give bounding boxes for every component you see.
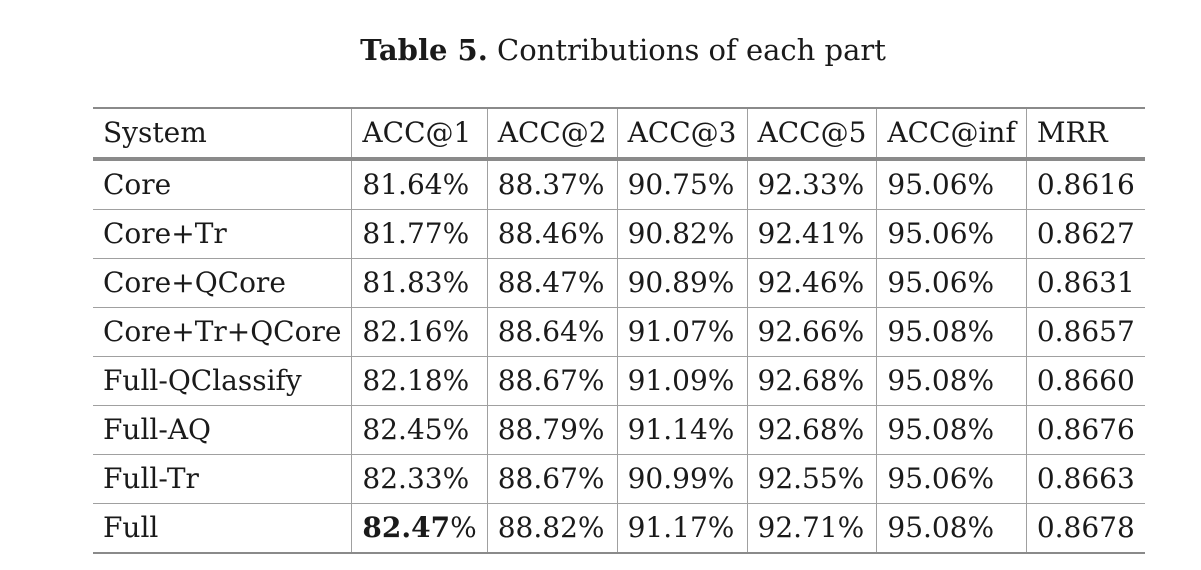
- cell-acc5: 92.68%: [746, 356, 877, 406]
- table-caption: Table 5. Contributions of each part: [0, 30, 1201, 70]
- column-header-acc1: ACC@1: [351, 108, 488, 161]
- results-table: System ACC@1 ACC@2 ACC@3 ACC@5 ACC@inf M…: [93, 107, 1145, 554]
- cell-system: Full-Tr: [93, 454, 352, 504]
- column-header-acc5: ACC@5: [746, 108, 877, 161]
- cell-acc2: 88.67%: [486, 356, 618, 406]
- cell-accinf: 95.06%: [876, 159, 1027, 210]
- cell-accinf: 95.08%: [876, 356, 1027, 406]
- cell-system: Full-QClassify: [93, 356, 352, 406]
- table-header-row: System ACC@1 ACC@2 ACC@3 ACC@5 ACC@inf M…: [93, 108, 1145, 161]
- cell-accinf: 95.06%: [876, 258, 1027, 308]
- cell-system: Core+QCore: [93, 258, 352, 308]
- table-row: Core+Tr 81.77% 88.46% 90.82% 92.41% 95.0…: [93, 209, 1145, 259]
- percent-sign: %: [450, 511, 477, 544]
- cell-system: Full-AQ: [93, 405, 352, 455]
- cell-acc5: 92.33%: [746, 159, 877, 210]
- cell-acc1: 81.83%: [351, 258, 488, 308]
- cell-acc1: 82.45%: [351, 405, 488, 455]
- cell-acc2: 88.79%: [486, 405, 618, 455]
- cell-system: Core+Tr: [93, 209, 352, 259]
- cell-accinf: 95.08%: [876, 503, 1027, 554]
- cell-acc3: 90.75%: [616, 159, 747, 210]
- cell-acc3: 91.09%: [616, 356, 747, 406]
- column-header-accinf: ACC@inf: [876, 108, 1027, 161]
- cell-acc1: 82.18%: [351, 356, 488, 406]
- cell-mrr: 0.8678: [1025, 503, 1145, 554]
- cell-mrr: 0.8660: [1025, 356, 1145, 406]
- column-header-system: System: [93, 108, 352, 161]
- cell-acc2: 88.67%: [486, 454, 618, 504]
- cell-acc2: 88.37%: [486, 159, 618, 210]
- cell-mrr: 0.8663: [1025, 454, 1145, 504]
- cell-acc2: 88.46%: [486, 209, 618, 259]
- cell-acc5: 92.66%: [746, 307, 877, 357]
- cell-acc3: 90.99%: [616, 454, 747, 504]
- cell-acc3: 91.07%: [616, 307, 747, 357]
- cell-acc3: 91.14%: [616, 405, 747, 455]
- table-caption-text: Contributions of each part: [497, 33, 886, 67]
- cell-acc2: 88.47%: [486, 258, 618, 308]
- cell-accinf: 95.06%: [876, 209, 1027, 259]
- cell-system: Full: [93, 503, 352, 554]
- cell-acc3: 90.89%: [616, 258, 747, 308]
- cell-acc1: 82.16%: [351, 307, 488, 357]
- cell-accinf: 95.08%: [876, 307, 1027, 357]
- cell-acc1: 81.77%: [351, 209, 488, 259]
- cell-mrr: 0.8676: [1025, 405, 1145, 455]
- cell-acc1: 82.33%: [351, 454, 488, 504]
- table-row: Full-Tr 82.33% 88.67% 90.99% 92.55% 95.0…: [93, 454, 1145, 504]
- cell-acc3: 91.17%: [616, 503, 747, 554]
- table-row: Full-QClassify 82.18% 88.67% 91.09% 92.6…: [93, 356, 1145, 406]
- cell-acc5: 92.41%: [746, 209, 877, 259]
- cell-accinf: 95.06%: [876, 454, 1027, 504]
- table-row: Core 81.64% 88.37% 90.75% 92.33% 95.06% …: [93, 159, 1145, 210]
- cell-mrr: 0.8657: [1025, 307, 1145, 357]
- cell-acc1: 82.47%: [351, 503, 488, 554]
- cell-acc5: 92.46%: [746, 258, 877, 308]
- cell-acc2: 88.82%: [486, 503, 618, 554]
- table-row: Core+QCore 81.83% 88.47% 90.89% 92.46% 9…: [93, 258, 1145, 308]
- cell-acc2: 88.64%: [486, 307, 618, 357]
- table-row: Full 82.47% 88.82% 91.17% 92.71% 95.08% …: [93, 503, 1145, 554]
- table-row: Core+Tr+QCore 82.16% 88.64% 91.07% 92.66…: [93, 307, 1145, 357]
- cell-system: Core+Tr+QCore: [93, 307, 352, 357]
- column-header-acc2: ACC@2: [486, 108, 618, 161]
- cell-mrr: 0.8616: [1025, 159, 1145, 210]
- cell-acc5: 92.55%: [746, 454, 877, 504]
- best-value: 82.47: [362, 511, 451, 544]
- cell-acc3: 90.82%: [616, 209, 747, 259]
- cell-acc1: 81.64%: [351, 159, 488, 210]
- cell-system: Core: [93, 159, 352, 210]
- table-row: Full-AQ 82.45% 88.79% 91.14% 92.68% 95.0…: [93, 405, 1145, 455]
- table-caption-label: Table 5.: [360, 33, 488, 67]
- cell-acc5: 92.71%: [746, 503, 877, 554]
- column-header-acc3: ACC@3: [616, 108, 747, 161]
- column-header-mrr: MRR: [1025, 108, 1145, 161]
- cell-mrr: 0.8627: [1025, 209, 1145, 259]
- cell-accinf: 95.08%: [876, 405, 1027, 455]
- cell-mrr: 0.8631: [1025, 258, 1145, 308]
- cell-acc5: 92.68%: [746, 405, 877, 455]
